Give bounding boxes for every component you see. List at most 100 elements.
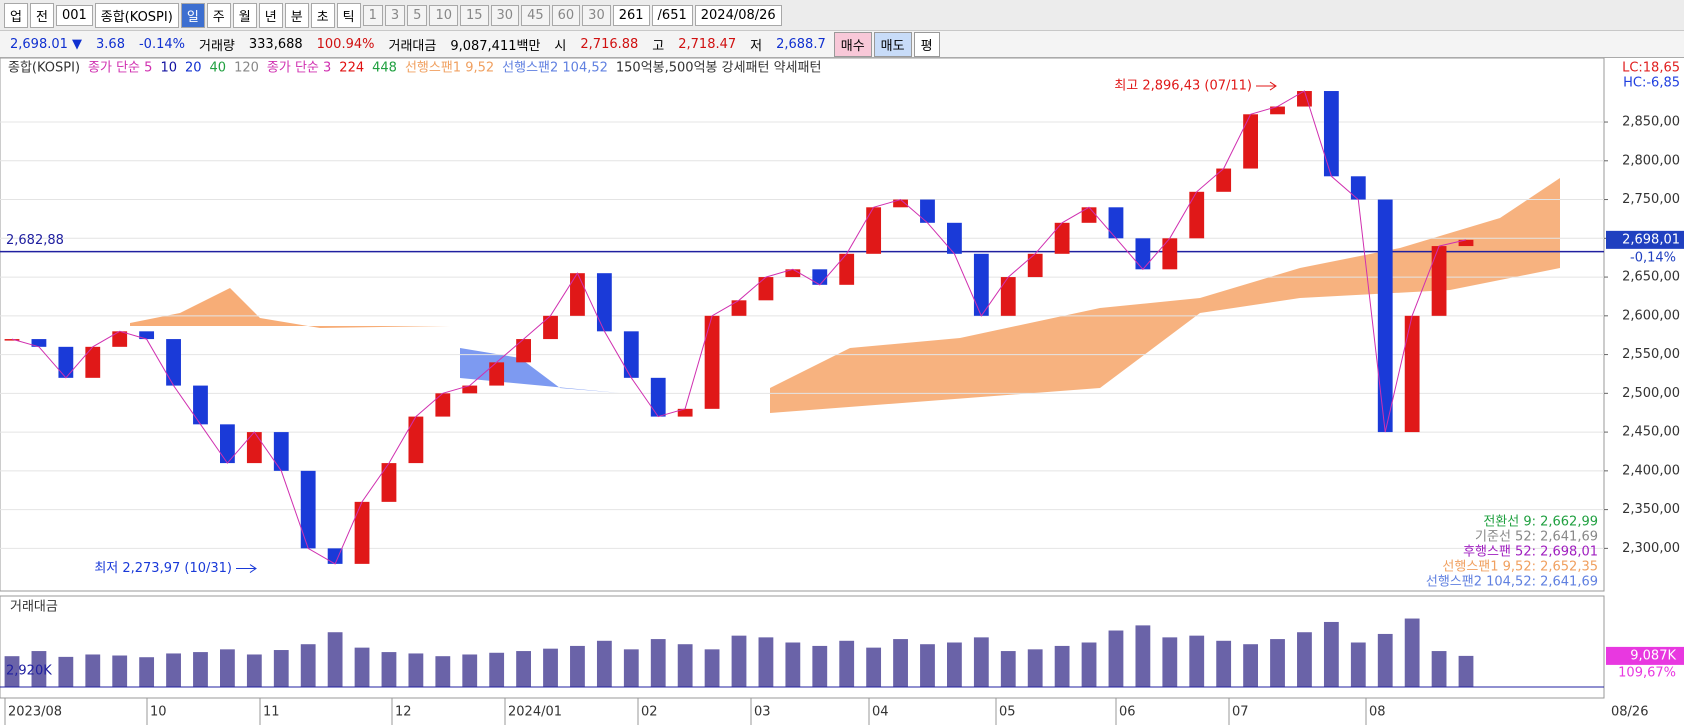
legend-item: 224	[339, 61, 364, 76]
toolbar-item[interactable]: 업	[4, 2, 28, 28]
candle	[408, 416, 424, 464]
toolbar-item[interactable]: 일	[180, 2, 205, 28]
candle	[1297, 91, 1312, 107]
volume-bar	[704, 649, 720, 687]
volume-bar	[1458, 655, 1474, 687]
x-tick-label: 02	[641, 705, 658, 720]
x-tick-label: 03	[754, 705, 771, 720]
candle	[1323, 91, 1339, 177]
x-tick-label: 10	[150, 705, 167, 720]
volume-bar	[812, 645, 828, 687]
volume-bar	[677, 644, 693, 687]
candle	[516, 339, 531, 363]
candle	[1162, 238, 1178, 270]
candle	[1000, 277, 1016, 316]
candle	[812, 269, 828, 285]
toolbar-item[interactable]: 년	[258, 2, 283, 28]
volume-bar	[973, 637, 989, 687]
legend-item: 20	[185, 61, 202, 76]
candle	[300, 470, 316, 549]
candle	[596, 273, 612, 332]
volume-bar	[273, 650, 289, 687]
x-tick-label: 08/26	[1611, 705, 1648, 720]
toolbar-item[interactable]: 2024/08/26	[694, 4, 782, 26]
info-item[interactable]: 평	[913, 31, 940, 57]
candle	[381, 463, 397, 502]
volume-bar	[570, 645, 585, 687]
volume-bar	[758, 637, 774, 687]
legend-item: 종가 단순 3	[267, 61, 331, 76]
info-item[interactable]: 매도	[873, 31, 912, 57]
info-item: 100.94%	[316, 36, 375, 52]
volume-panel	[0, 595, 1605, 699]
ichimoku-info: 기준선 52: 2,641,69	[1475, 530, 1598, 545]
toolbar-item[interactable]: 월	[232, 2, 257, 28]
legend-item: 120	[234, 61, 259, 76]
toolbar-item[interactable]: 60	[551, 4, 581, 26]
ichimoku-info: 전환선 9: 2,662,99	[1483, 515, 1598, 530]
info-item: 2,718.47	[678, 36, 737, 52]
toolbar: 업 전 001 종합(KOSPI) 일 주 월 년 분 초 틱 1 3 5 10 15 30 45 60 30 261/…	[0, 0, 1684, 31]
volume-bar	[166, 653, 181, 687]
high-annotation: 최고 2,896,43 (07/11)	[1114, 79, 1252, 94]
volume-bar	[1189, 635, 1205, 687]
volume-bar	[435, 656, 451, 687]
toolbar-item[interactable]: 초	[310, 2, 335, 28]
volume-bar	[839, 640, 855, 687]
candle	[1135, 238, 1151, 270]
low-annotation: 최저 2,273,97 (10/31)	[94, 561, 232, 576]
toolbar-item[interactable]: 30	[490, 4, 520, 26]
volume-bar	[408, 653, 424, 687]
candle	[1350, 176, 1366, 200]
toolbar-item[interactable]: 15	[459, 4, 489, 26]
toolbar-item[interactable]: 분	[284, 2, 309, 28]
candle	[58, 346, 74, 378]
y-tick-label: 2,550,00	[1622, 347, 1680, 362]
candle	[31, 339, 47, 347]
toolbar-item[interactable]: 30	[582, 4, 611, 26]
toolbar-item[interactable]: 10	[429, 4, 458, 26]
candle	[354, 501, 370, 564]
toolbar-item[interactable]: 001	[55, 4, 93, 26]
x-tick-label: 05	[999, 705, 1016, 720]
toolbar-item[interactable]: 45	[521, 4, 550, 26]
toolbar-item[interactable]: /651	[651, 4, 693, 26]
info-bar: 2,698.01 ▼ 3.68 -0.14% 거래량 333,688 100.94% 거래대…	[0, 31, 1684, 58]
info-item: 3.68	[96, 36, 125, 52]
volume-bar	[58, 656, 74, 687]
candle	[650, 377, 666, 417]
candle	[1377, 199, 1393, 433]
toolbar-item[interactable]: 1	[362, 4, 383, 26]
candle	[947, 222, 962, 254]
toolbar-item[interactable]: 5	[407, 4, 428, 26]
toolbar-item[interactable]: 전	[29, 2, 54, 28]
toolbar-item[interactable]: 261	[612, 4, 650, 26]
candle	[1216, 168, 1232, 192]
candle	[489, 362, 505, 386]
volume-bar	[462, 654, 478, 687]
info-item: 2,698.01 ▼	[10, 36, 83, 52]
chart: 종합(KOSPI) 종가 단순 5 10 20 40 120 종가 단순 3 224 448 선행…	[0, 58, 1684, 725]
volume-bar	[1404, 618, 1420, 687]
close-line	[11, 90, 1467, 565]
volume-bar	[354, 647, 370, 687]
info-item: 시	[554, 38, 567, 54]
toolbar-item[interactable]: 틱	[336, 2, 361, 28]
ichimoku-info: 후행스팬 52: 2,698,01	[1463, 544, 1598, 560]
ichimoku-info: 선행스팬2 104,52: 2,641,69	[1426, 574, 1598, 590]
volume-bar	[1323, 621, 1339, 687]
toolbar-item[interactable]: 종합(KOSPI)	[94, 2, 179, 28]
volume-bar	[1297, 632, 1312, 687]
candle	[112, 331, 128, 347]
info-item[interactable]: 매수	[833, 31, 872, 57]
ichimoku-info: 선행스팬1 9,52: 2,652,35	[1442, 559, 1598, 575]
low-arrow	[236, 564, 257, 573]
toolbar-item[interactable]: 3	[384, 4, 406, 26]
y-tick-label: 2,850,00	[1622, 115, 1680, 130]
volume-bar	[31, 651, 47, 687]
toolbar-item[interactable]: 주	[206, 2, 231, 28]
volume-bar	[112, 655, 128, 687]
legend-item: 40	[210, 61, 227, 76]
candle	[543, 315, 558, 340]
